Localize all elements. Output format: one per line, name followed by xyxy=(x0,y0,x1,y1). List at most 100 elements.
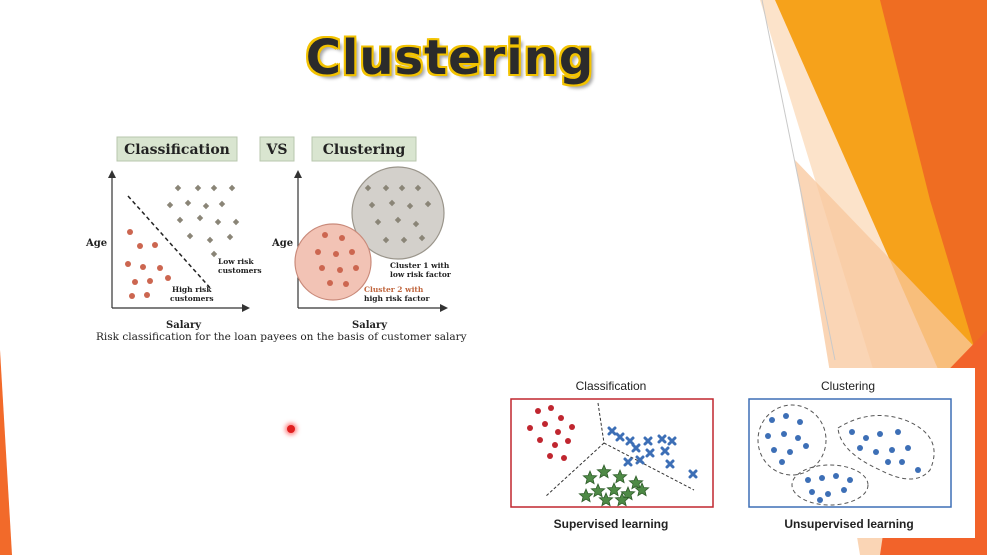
boundary-3 xyxy=(603,442,695,491)
low-risk-points xyxy=(166,184,240,258)
high-risk-point xyxy=(144,292,150,298)
class-red-point xyxy=(548,405,554,411)
low-risk-point xyxy=(196,214,204,222)
high-risk-point xyxy=(140,264,146,270)
class-red-point xyxy=(555,429,561,435)
cluster-blue-point xyxy=(895,429,901,435)
cluster-1-point xyxy=(382,236,390,244)
cluster-blue-points xyxy=(765,413,921,503)
cluster-blue-point xyxy=(783,413,789,419)
high-risk-point xyxy=(157,265,163,271)
high-risk-points xyxy=(125,229,171,299)
class-green-point xyxy=(620,485,636,501)
cluster-blue-point xyxy=(771,447,777,453)
cluster-1-point xyxy=(374,218,382,226)
cluster-blue-point xyxy=(857,445,863,451)
cluster-2-point xyxy=(339,235,345,241)
cluster-blue-point xyxy=(781,431,787,437)
cluster-1-point xyxy=(400,236,408,244)
cluster-1-point xyxy=(414,184,422,192)
high-risk-point xyxy=(165,275,171,281)
cluster-1-point xyxy=(382,184,390,192)
class-blue-point xyxy=(660,446,670,456)
class-red-point xyxy=(547,453,553,459)
class-blue-point xyxy=(625,436,635,446)
cluster-1-point xyxy=(388,199,396,207)
right-y-label: Age xyxy=(271,238,293,249)
cluster-blue-point xyxy=(873,449,879,455)
header-clustering-box xyxy=(311,136,417,162)
class-red-points xyxy=(527,405,575,461)
cluster-blue-point xyxy=(849,429,855,435)
cluster-blue-point xyxy=(787,449,793,455)
cluster-blue-point xyxy=(817,497,823,503)
classification-title: Classification xyxy=(576,379,647,393)
class-green-point xyxy=(614,491,630,507)
decor-left-edge xyxy=(0,350,12,555)
class-blue-point xyxy=(635,455,645,465)
cluster1-label-2: low risk factor xyxy=(390,270,452,279)
cluster-blue-point xyxy=(833,473,839,479)
cluster1-label-1: Cluster 1 with xyxy=(390,261,450,270)
cluster-blue-point xyxy=(889,447,895,453)
class-blue-point xyxy=(645,448,655,458)
cluster-1-points xyxy=(364,184,432,244)
right-y-arrow xyxy=(294,170,302,178)
cluster-blue-point xyxy=(825,491,831,497)
cluster-2-point xyxy=(319,265,325,271)
high-risk-label-1: High risk xyxy=(172,285,212,294)
low-risk-point xyxy=(228,184,236,192)
boundary-1 xyxy=(597,402,605,444)
cluster-1-point xyxy=(394,216,402,224)
low-risk-point xyxy=(226,233,234,241)
right-x-arrow xyxy=(440,304,448,312)
low-risk-point xyxy=(194,184,202,192)
class-green-point xyxy=(582,469,598,485)
high-risk-point xyxy=(132,279,138,285)
header-classification-box xyxy=(116,136,238,162)
high-risk-point xyxy=(137,243,143,249)
cluster-blue-point xyxy=(805,477,811,483)
cluster-blue-point xyxy=(915,467,921,473)
low-risk-label-2: customers xyxy=(218,266,262,275)
cluster-blue-point xyxy=(885,459,891,465)
cluster-2-point xyxy=(349,249,355,255)
clustering-title: Clustering xyxy=(821,379,875,393)
low-risk-point xyxy=(176,216,184,224)
cluster-1-point xyxy=(412,220,420,228)
cluster-blue-point xyxy=(797,419,803,425)
cluster-2-point xyxy=(337,267,343,273)
header-vs-box xyxy=(259,136,295,162)
cluster-blue-point xyxy=(863,435,869,441)
low-risk-point xyxy=(202,202,210,210)
cluster-2-point xyxy=(327,280,333,286)
figure-caption: Risk classification for the loan payees … xyxy=(96,331,467,343)
cluster-2-point xyxy=(315,249,321,255)
unsupervised-label: Unsupervised learning xyxy=(784,517,913,531)
class-red-point xyxy=(535,408,541,414)
cluster2-label-2: high risk factor xyxy=(364,294,431,303)
class-green-point xyxy=(578,487,594,503)
high-risk-point xyxy=(152,242,158,248)
cluster-blue-point xyxy=(779,459,785,465)
class-blue-point xyxy=(657,434,667,444)
slide-title: Clustering xyxy=(305,30,595,86)
cluster-blue-point xyxy=(841,487,847,493)
cluster-1-point xyxy=(368,201,376,209)
high-risk-point xyxy=(129,293,135,299)
cluster-blue-point xyxy=(795,435,801,441)
cluster-2-points xyxy=(315,232,359,287)
cluster2-label-1: Cluster 2 with xyxy=(364,285,424,294)
cluster-1-point xyxy=(406,202,414,210)
header-classification: Classification xyxy=(124,142,230,158)
low-risk-point xyxy=(166,201,174,209)
cluster-2-point xyxy=(322,232,328,238)
low-risk-point xyxy=(232,218,240,226)
class-blue-point xyxy=(615,432,625,442)
header-vs: VS xyxy=(266,142,288,158)
low-risk-point xyxy=(206,236,214,244)
cluster-1-point xyxy=(424,200,432,208)
right-x-label: Salary xyxy=(352,320,388,331)
cluster-2-point xyxy=(353,265,359,271)
